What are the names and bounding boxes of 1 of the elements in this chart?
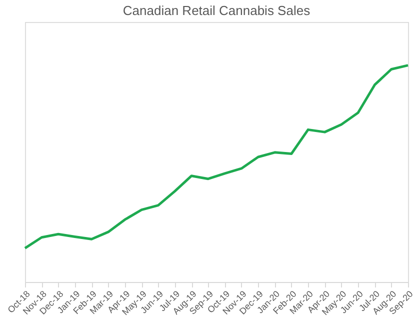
chart-title: Canadian Retail Cannabis Sales xyxy=(122,3,311,18)
